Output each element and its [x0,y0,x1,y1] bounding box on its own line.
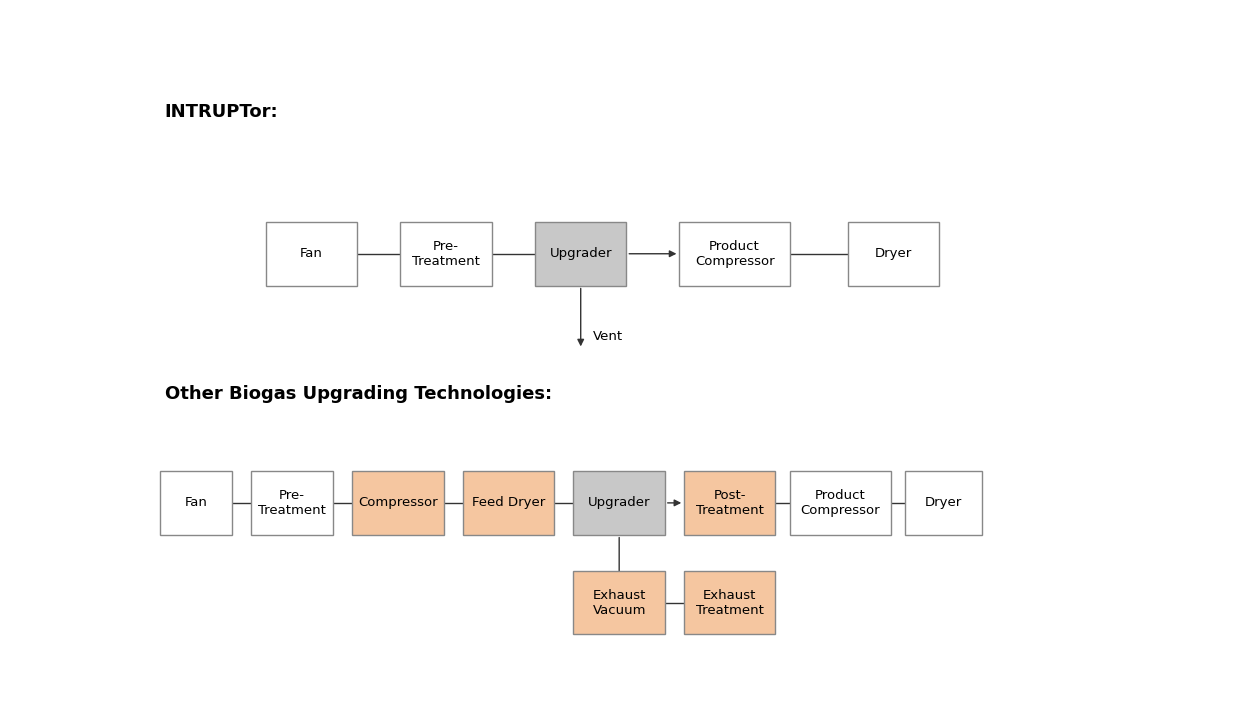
Text: Feed Dryer: Feed Dryer [472,496,545,509]
FancyBboxPatch shape [684,471,776,535]
Text: Exhaust
Vacuum: Exhaust Vacuum [592,589,645,616]
Text: Post-
Treatment: Post- Treatment [696,489,763,517]
FancyBboxPatch shape [251,471,333,535]
Text: Dryer: Dryer [925,496,963,509]
FancyBboxPatch shape [266,222,357,285]
Text: Upgrader: Upgrader [588,496,650,509]
Text: Upgrader: Upgrader [550,247,612,260]
FancyBboxPatch shape [573,571,665,634]
Text: Compressor: Compressor [359,496,438,509]
FancyBboxPatch shape [848,222,939,285]
Text: Vent: Vent [593,330,623,343]
FancyBboxPatch shape [684,571,776,634]
FancyBboxPatch shape [401,222,491,285]
FancyBboxPatch shape [573,471,665,535]
Text: Pre-
Treatment: Pre- Treatment [258,489,326,517]
FancyBboxPatch shape [679,222,791,285]
Text: INTRUPTor:: INTRUPTor: [165,103,278,121]
Text: Product
Compressor: Product Compressor [800,489,880,517]
Text: Exhaust
Treatment: Exhaust Treatment [696,589,763,616]
Text: Pre-
Treatment: Pre- Treatment [412,239,480,267]
Text: Fan: Fan [185,496,207,509]
Text: Dryer: Dryer [875,247,912,260]
FancyBboxPatch shape [463,471,555,535]
FancyBboxPatch shape [906,471,983,535]
Text: Other Biogas Upgrading Technologies:: Other Biogas Upgrading Technologies: [165,385,552,403]
FancyBboxPatch shape [535,222,627,285]
FancyBboxPatch shape [352,471,444,535]
FancyBboxPatch shape [791,471,891,535]
Text: Product
Compressor: Product Compressor [695,239,774,267]
Text: Fan: Fan [300,247,323,260]
FancyBboxPatch shape [160,471,232,535]
